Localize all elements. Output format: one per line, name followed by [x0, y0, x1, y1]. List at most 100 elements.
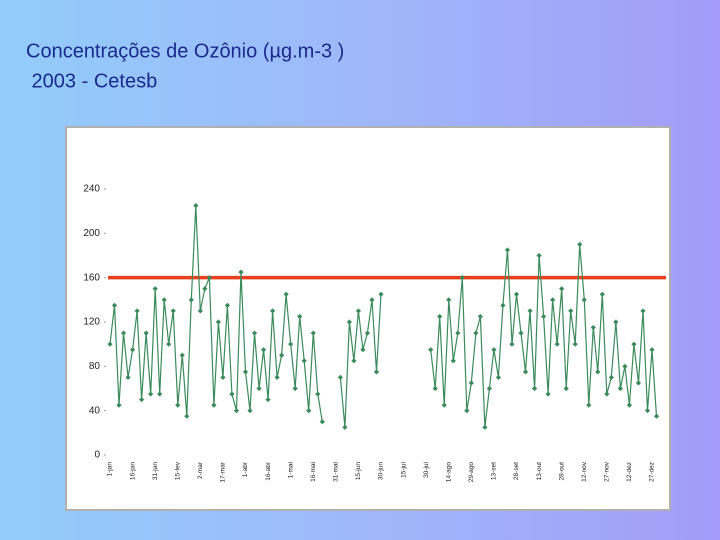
data-point	[577, 241, 583, 248]
data-point	[649, 347, 655, 353]
data-point	[468, 380, 474, 386]
data-point	[531, 385, 538, 392]
data-point	[527, 308, 533, 314]
data-point	[301, 358, 307, 364]
data-point	[233, 408, 240, 414]
data-point	[486, 385, 492, 392]
data-point	[310, 330, 316, 336]
x-tick-label: 16-mai	[310, 462, 317, 482]
x-tick-label: 30-jul	[423, 461, 430, 477]
data-point	[464, 408, 470, 414]
x-tick-label: 15-fev	[174, 461, 181, 480]
data-point	[206, 275, 212, 281]
data-point	[346, 319, 352, 325]
data-point	[270, 308, 276, 314]
data-point	[513, 291, 520, 297]
data-point	[482, 424, 488, 430]
data-point	[450, 358, 456, 364]
y-tick-label: 160	[83, 272, 100, 283]
data-point	[188, 297, 194, 303]
data-point	[559, 286, 565, 292]
data-point	[129, 347, 136, 353]
data-point	[342, 424, 348, 430]
data-point	[256, 385, 262, 392]
data-point	[148, 391, 154, 397]
y-tick-label: 0	[94, 450, 100, 461]
data-point	[364, 330, 371, 336]
data-point	[274, 374, 280, 381]
data-point	[139, 396, 145, 403]
chart-title: Concentrações de Ozônio (µg.m-3 )	[26, 40, 344, 62]
y-tick-label: 240	[83, 184, 100, 195]
data-point	[306, 408, 312, 414]
data-point	[545, 391, 551, 397]
data-point	[279, 352, 285, 358]
y-tick-label: 40	[89, 405, 101, 416]
data-point	[152, 286, 158, 292]
x-tick-label: 13-out	[536, 462, 543, 481]
x-tick-label: 15-jun	[355, 462, 362, 480]
x-tick-label: 16-jan	[129, 462, 136, 480]
data-point	[166, 341, 172, 347]
data-point	[355, 308, 362, 314]
data-point	[179, 352, 185, 358]
data-point	[283, 291, 289, 297]
data-point	[595, 369, 601, 375]
x-tick-label: 29-ago	[468, 462, 475, 483]
y-tick-label: 200	[83, 228, 100, 239]
data-point	[220, 374, 226, 381]
data-point	[215, 319, 221, 325]
data-point	[644, 408, 651, 414]
data-point	[599, 291, 605, 297]
data-point	[292, 385, 298, 392]
data-point	[635, 380, 642, 386]
data-point	[247, 408, 253, 414]
data-point	[613, 319, 619, 325]
data-point	[437, 313, 443, 320]
x-tick-label: 28-set	[513, 462, 520, 480]
chart-subtitle: 2003 - Cetesb	[26, 70, 157, 92]
data-point	[509, 341, 515, 347]
data-point	[500, 302, 506, 308]
data-point	[143, 330, 149, 336]
data-point	[504, 247, 511, 253]
data-point	[116, 402, 122, 408]
data-point	[446, 297, 452, 303]
x-tick-label: 14-ago	[445, 462, 452, 483]
x-tick-label: 30-jun	[378, 462, 385, 480]
data-point	[572, 341, 578, 347]
data-point	[111, 302, 118, 308]
data-point	[175, 402, 181, 408]
data-point	[184, 413, 190, 419]
data-point	[319, 419, 325, 425]
x-tick-label: 15-jul	[400, 461, 407, 477]
data-point	[224, 302, 231, 308]
data-point	[631, 341, 637, 347]
data-point	[229, 391, 235, 397]
data-point	[568, 308, 574, 314]
y-tick-label: 80	[89, 361, 101, 372]
data-point	[441, 402, 447, 408]
data-point	[495, 374, 502, 381]
data-point	[590, 324, 596, 331]
series-line	[109, 205, 323, 422]
data-point	[586, 402, 592, 408]
x-tick-label: 28-out	[558, 462, 565, 481]
x-tick-label: 31-mai	[333, 462, 340, 482]
data-point	[288, 341, 294, 347]
data-point	[337, 374, 343, 381]
data-point	[360, 347, 366, 353]
data-point	[260, 347, 267, 353]
data-point	[378, 291, 384, 297]
data-point	[170, 308, 176, 314]
data-point	[351, 358, 357, 364]
x-tick-label: 2-mar	[197, 461, 204, 479]
data-point	[477, 313, 483, 320]
data-point	[563, 385, 569, 392]
data-point	[617, 385, 623, 392]
data-point	[604, 391, 610, 397]
data-point	[653, 413, 660, 419]
data-point	[161, 297, 167, 303]
data-point	[473, 330, 479, 336]
